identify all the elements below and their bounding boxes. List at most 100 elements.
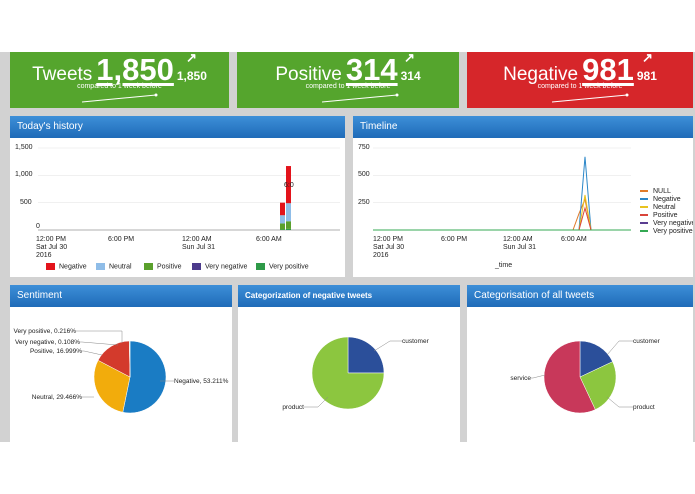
legend-label: Positive (653, 212, 678, 219)
slice-label: service (510, 375, 531, 382)
label-leader-line (606, 396, 633, 408)
timeline-panel: Timeline 750 500 250 12:00 PM Sat Jul 30… (353, 116, 693, 277)
kpi-compare-text: compared to 1 week before (77, 83, 162, 90)
slice-label: customer (633, 338, 661, 345)
y-tick-label: 500 (20, 199, 32, 206)
x-tick-label: 12:00 AM (503, 236, 533, 243)
pie-slice (122, 340, 167, 414)
legend-swatch (640, 222, 648, 225)
legend-swatch (46, 263, 55, 270)
kpi-label: Positive (275, 64, 342, 85)
kpi-tweets[interactable]: Tweets 1,850 1,850 ↗ compared to 1 week be… (10, 52, 229, 108)
y-tick-label: 500 (358, 171, 370, 178)
legend-swatch (640, 214, 648, 217)
bar-segment (286, 221, 291, 229)
bar-segment (280, 215, 285, 224)
kpi-small-value: 981 (636, 69, 657, 83)
y-tick-label: 750 (358, 144, 370, 151)
trend-up-arrow-icon: ↗ (404, 52, 415, 65)
history-chart[interactable] (10, 116, 345, 277)
slice-label: Very positive, 0.216% (13, 328, 76, 335)
x-tick-label: 6:00 PM (108, 236, 135, 243)
legend-label: Very negative (653, 220, 693, 227)
history-panel: Today's history 1,500 1,000 500 0 12:00 … (10, 116, 345, 277)
bar-segment (286, 166, 291, 204)
x-tick-year: 2016 (36, 252, 52, 259)
legend-item[interactable]: NULL (640, 188, 671, 195)
legend-label: NULL (653, 188, 671, 195)
kpi-label: Negative (503, 64, 579, 85)
legend-swatch (640, 230, 648, 233)
label-leader-line (82, 350, 103, 356)
legend-item[interactable]: Very positive (256, 263, 309, 270)
kpi-value: 314 (345, 52, 398, 87)
kpi-negative[interactable]: Negative 981 981 ↗ compared to 1 week befo… (467, 52, 693, 108)
x-tick-label: 12:00 PM (36, 236, 66, 243)
x-axis-title: _time (495, 262, 513, 269)
series-line (373, 197, 631, 231)
series-line (373, 156, 631, 231)
sparkline-icon (551, 93, 629, 103)
kpi-label: Tweets (32, 64, 93, 85)
pie-slice (579, 340, 613, 378)
kpi-compare-text: compared to 1 week before (537, 83, 623, 90)
label-leader-line (76, 330, 123, 343)
x-tick-label: 12:00 AM (182, 236, 212, 243)
legend-swatch (640, 190, 648, 193)
legend-swatch (96, 263, 105, 270)
x-tick-label: 6:00 AM (561, 236, 587, 243)
x-tick-label: 6:00 PM (441, 236, 468, 243)
negative-categorization-pie-chart[interactable]: customer product (238, 285, 460, 442)
kpi-positive[interactable]: Positive 314 314 ↗ compared to 1 week befo… (237, 52, 459, 108)
panel-title: Categorisation of all tweets (467, 285, 693, 307)
timeline-chart[interactable] (353, 116, 693, 277)
legend-item[interactable]: Neutral (96, 263, 132, 270)
slice-label: Neutral, 29.466% (32, 394, 82, 401)
panel-title: Categorization of negative tweets (238, 285, 460, 307)
legend-item[interactable]: Positive (640, 212, 678, 219)
trend-up-arrow-icon: ↗ (186, 52, 197, 65)
kpi-value: 981 (582, 52, 634, 87)
legend-label: Neutral (109, 263, 132, 271)
slice-label: Negative, 53.211% (174, 378, 229, 385)
legend-item[interactable]: Very negative (192, 263, 247, 270)
pie-slice (543, 340, 596, 414)
legend-swatch (640, 198, 648, 201)
legend-label: Negative (653, 196, 681, 203)
legend-item[interactable]: Very negative (640, 220, 693, 227)
legend-swatch (640, 206, 648, 209)
kpi-value: 1,850 (96, 52, 174, 87)
legend-item[interactable]: Neutral (640, 204, 676, 211)
legend-item[interactable]: Very positive (640, 228, 693, 235)
slice-label: Positive, 16.999% (30, 348, 82, 355)
kpi-small-value: 1,850 (176, 69, 207, 83)
label-leader-line (80, 341, 119, 346)
slice-label: Very negative, 0.108% (15, 339, 80, 346)
x-tick-label: 12:00 PM (373, 236, 403, 243)
sentiment-pie-chart[interactable]: Negative, 53.211% Neutral, 29.466% Positiv… (10, 285, 232, 442)
pie-slice (311, 336, 385, 410)
bar-segment (286, 228, 291, 230)
x-tick-date: Sun Jul 31 (503, 244, 537, 251)
slice-label: product (282, 404, 304, 411)
pie-slice (347, 336, 385, 374)
negative-categorization-panel: Categorization of negative tweets custom… (238, 285, 460, 442)
panel-title: Timeline (353, 116, 693, 138)
label-leader-line (304, 396, 329, 408)
pie-slice (579, 361, 617, 410)
legend-label: Positive (157, 263, 182, 271)
legend-item[interactable]: Negative (640, 196, 681, 203)
bar-segment (280, 229, 285, 230)
y-tick-label: 0 (36, 223, 40, 230)
legend-label: Very negative (205, 263, 248, 271)
label-leader-line (531, 374, 546, 379)
legend-item[interactable]: Positive (144, 263, 182, 270)
bar-segment (280, 223, 285, 230)
label-leader-line (606, 340, 633, 356)
legend-item[interactable]: Negative (46, 263, 87, 270)
x-tick-date: Sat Jul 30 (373, 244, 405, 251)
kpi-compare-text: compared to 1 week before (305, 83, 391, 90)
all-categorization-pie-chart[interactable]: customer product service (467, 285, 693, 442)
label-leader-line (373, 340, 402, 352)
pie-slice (93, 359, 131, 413)
